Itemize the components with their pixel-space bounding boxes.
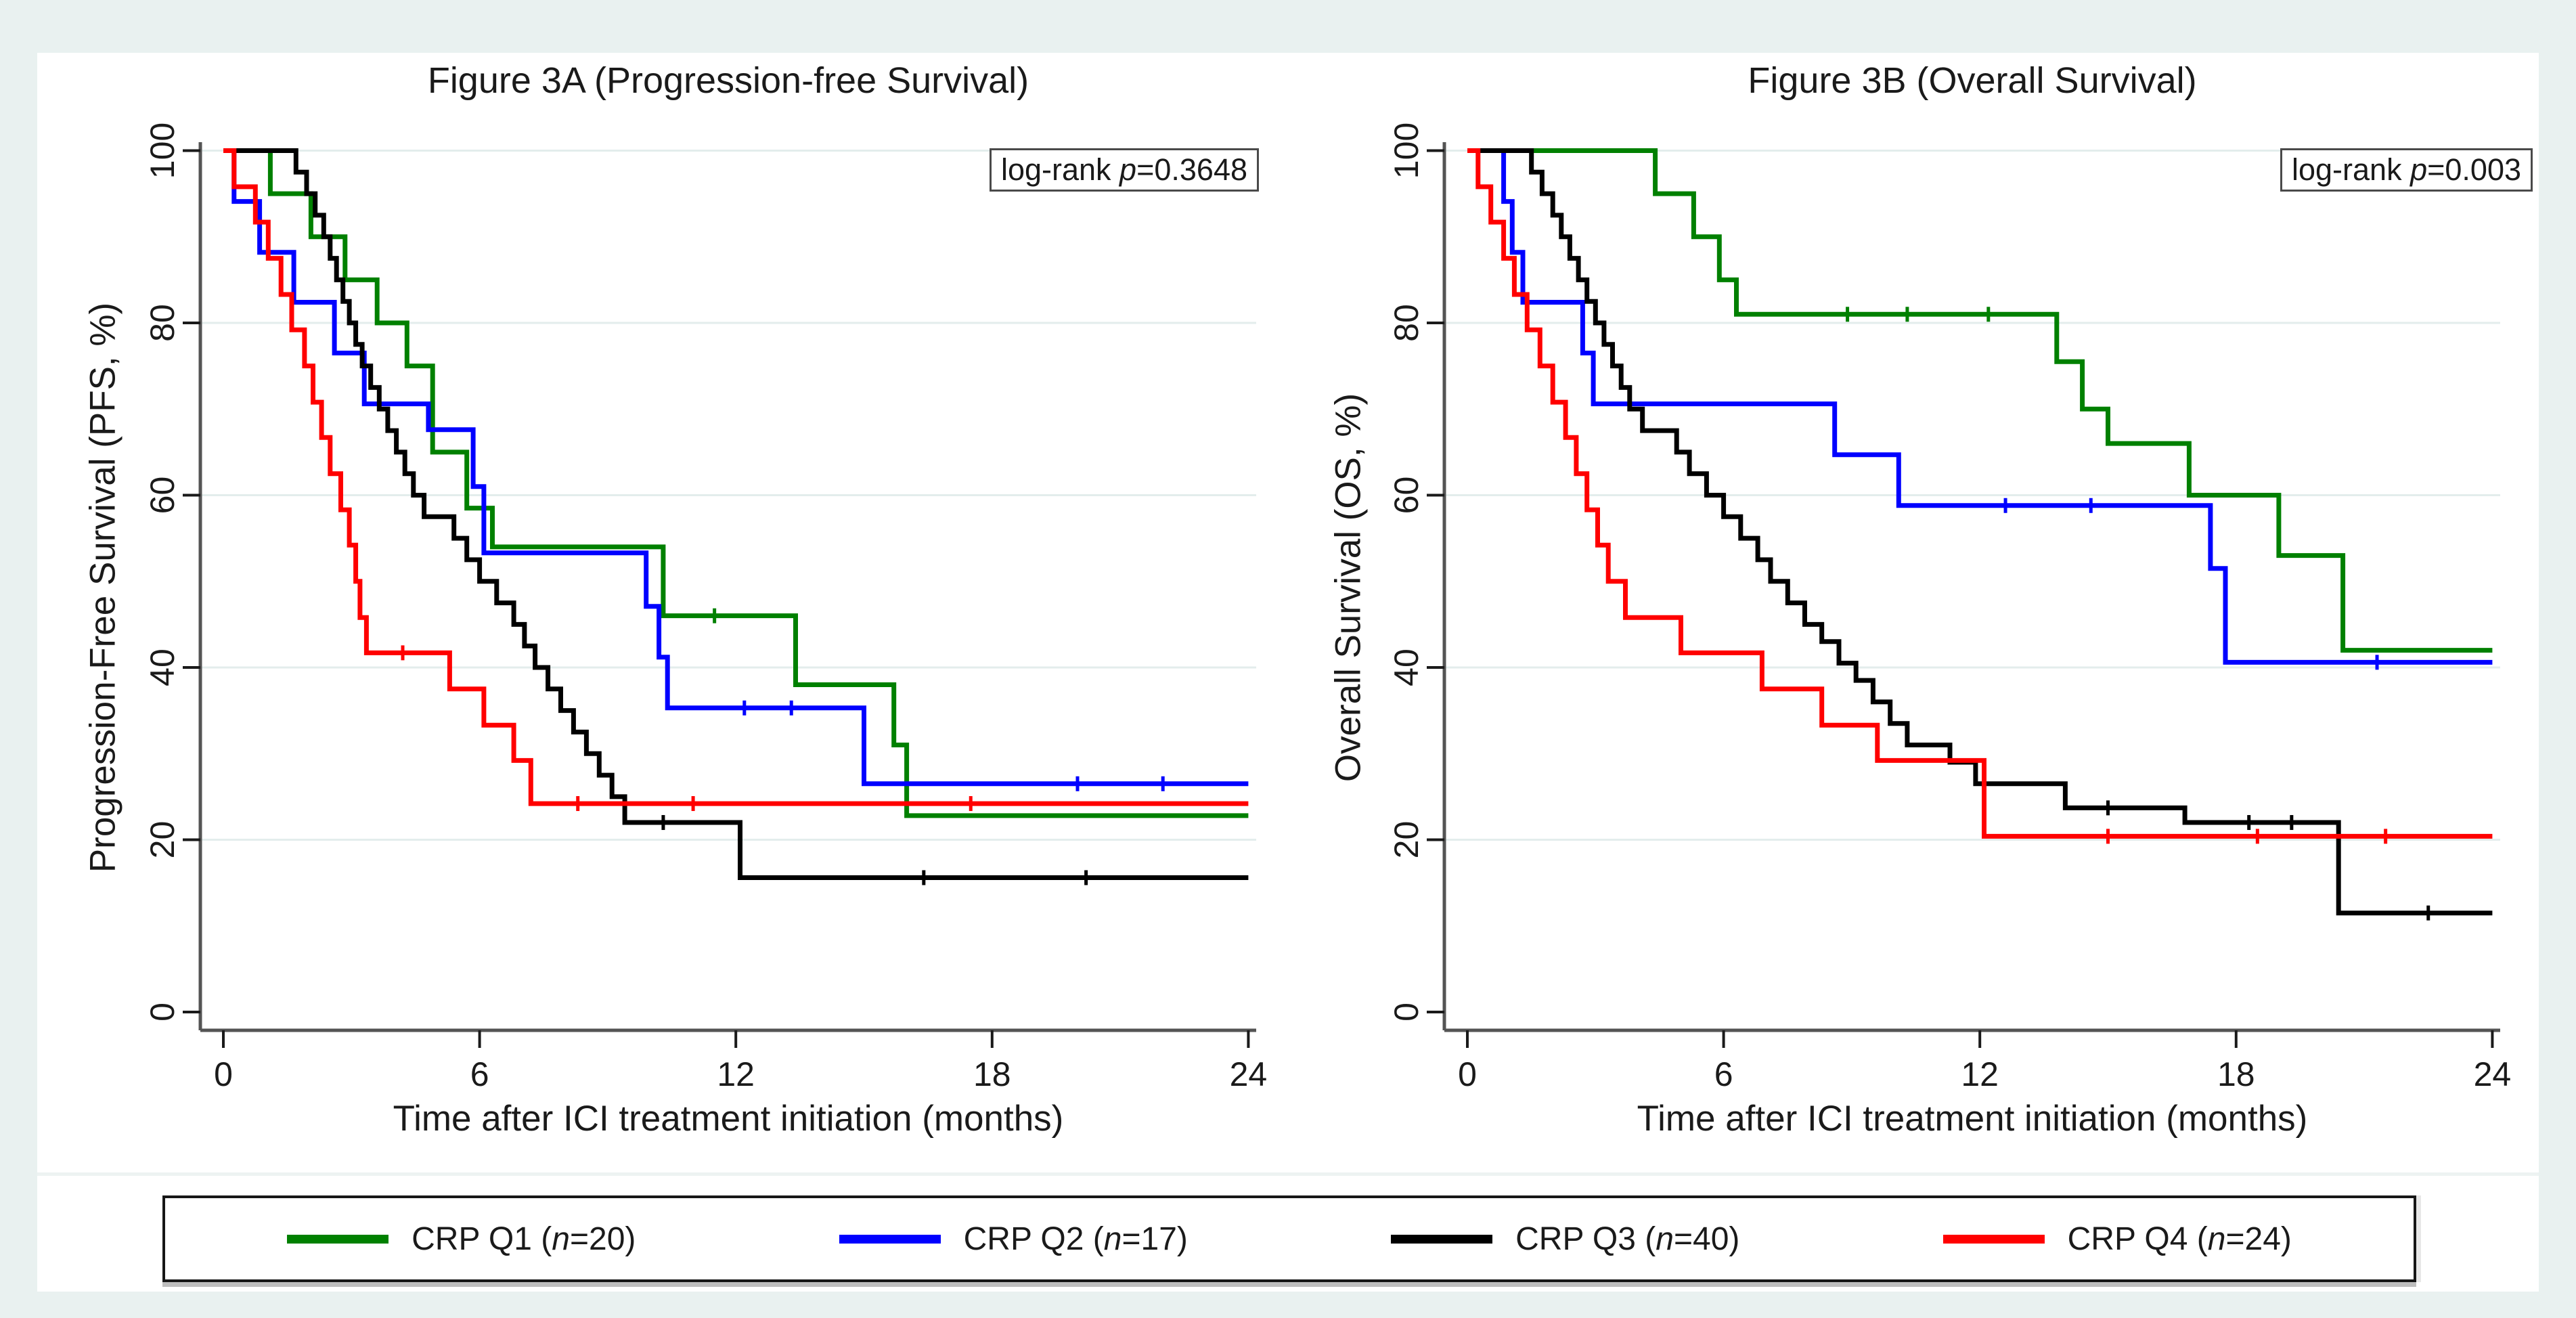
p-symbol: p [2410,152,2428,187]
x-tick-label: 24 [1230,1055,1268,1093]
logrank-label: log-rank [1000,152,1120,187]
y-tick-label: 20 [1387,821,1425,859]
p-value: =0.3648 [1136,152,1247,187]
x-tick-label: 6 [470,1055,489,1093]
legend-swatch-blue [839,1234,941,1244]
legend-swatch-red [1942,1234,2045,1244]
legend-item-crp-q1: CRP Q1 (n=20) [287,1221,636,1258]
km-curve-q1 [1467,148,2493,653]
x-tick-label: 6 [1714,1055,1733,1093]
km-curve-q2 [1467,148,2493,665]
legend-item-crp-q2: CRP Q2 (n=17) [839,1221,1188,1258]
km-curve-q1 [223,148,1249,818]
x-tick-label: 24 [2474,1055,2512,1093]
x-tick-label: 0 [1458,1055,1477,1093]
x-axis-label-os: Time after ICI treatment initiation (mon… [1637,1099,2308,1139]
figure-canvas [37,53,2539,1292]
legend-label: CRP Q1 (n=20) [412,1221,636,1257]
x-tick-label: 12 [717,1055,755,1093]
legend-label: CRP Q4 (n=24) [2067,1221,2292,1257]
y-tick-label: 0 [1387,1003,1425,1022]
y-tick-label: 100 [1387,123,1425,179]
legend-item-crp-q4: CRP Q4 (n=24) [1942,1221,2292,1258]
p-symbol: p [1119,152,1137,187]
legend-box: CRP Q1 (n=20) CRP Q2 (n=17) CRP Q3 (n=40… [162,1195,2416,1282]
legend-label: CRP Q2 (n=17) [963,1221,1188,1257]
y-tick-label: 80 [1387,304,1425,342]
y-tick-label: 60 [1387,477,1425,514]
panel-title-pfs: Figure 3A (Progression-free Survival) [427,60,1029,101]
y-tick-label: 0 [143,1003,181,1022]
x-axis-label-pfs: Time after ICI treatment initiation (mon… [393,1099,1064,1139]
y-tick-label: 60 [143,477,181,514]
km-curve-q4 [1467,148,2493,839]
legend-swatch-black [1391,1234,1493,1244]
x-tick-label: 0 [214,1055,233,1093]
km-curve-q2 [223,148,1249,787]
km-curve-q3 [223,148,1249,880]
x-tick-label: 18 [2217,1055,2255,1093]
y-tick-label: 40 [143,649,181,686]
y-axis-label-os: Overall Survival (OS, %) [1328,393,1369,783]
legend-swatch-green [287,1234,389,1244]
km-curve-q4 [223,148,1249,806]
y-tick-label: 80 [143,304,181,342]
x-tick-label: 12 [1961,1055,1999,1093]
x-tick-label: 18 [973,1055,1011,1093]
y-tick-label: 40 [1387,649,1425,686]
logrank-pvalue-box-os: log-rank p=0.003 [2280,148,2533,192]
km-curve-q3 [1467,148,2493,916]
panel-title-os: Figure 3B (Overall Survival) [1748,60,2197,101]
legend-item-crp-q3: CRP Q3 (n=40) [1391,1221,1739,1258]
y-axis-label-pfs: Progression-Free Survival (PFS, %) [83,302,123,873]
legend-label: CRP Q3 (n=40) [1515,1221,1740,1257]
logrank-pvalue-box-pfs: log-rank p=0.3648 [989,148,1259,192]
y-tick-label: 20 [143,821,181,859]
y-tick-label: 100 [143,123,181,179]
plot-legend-divider [37,1172,2539,1176]
p-value: =0.003 [2427,152,2521,187]
logrank-label: log-rank [2292,152,2411,187]
